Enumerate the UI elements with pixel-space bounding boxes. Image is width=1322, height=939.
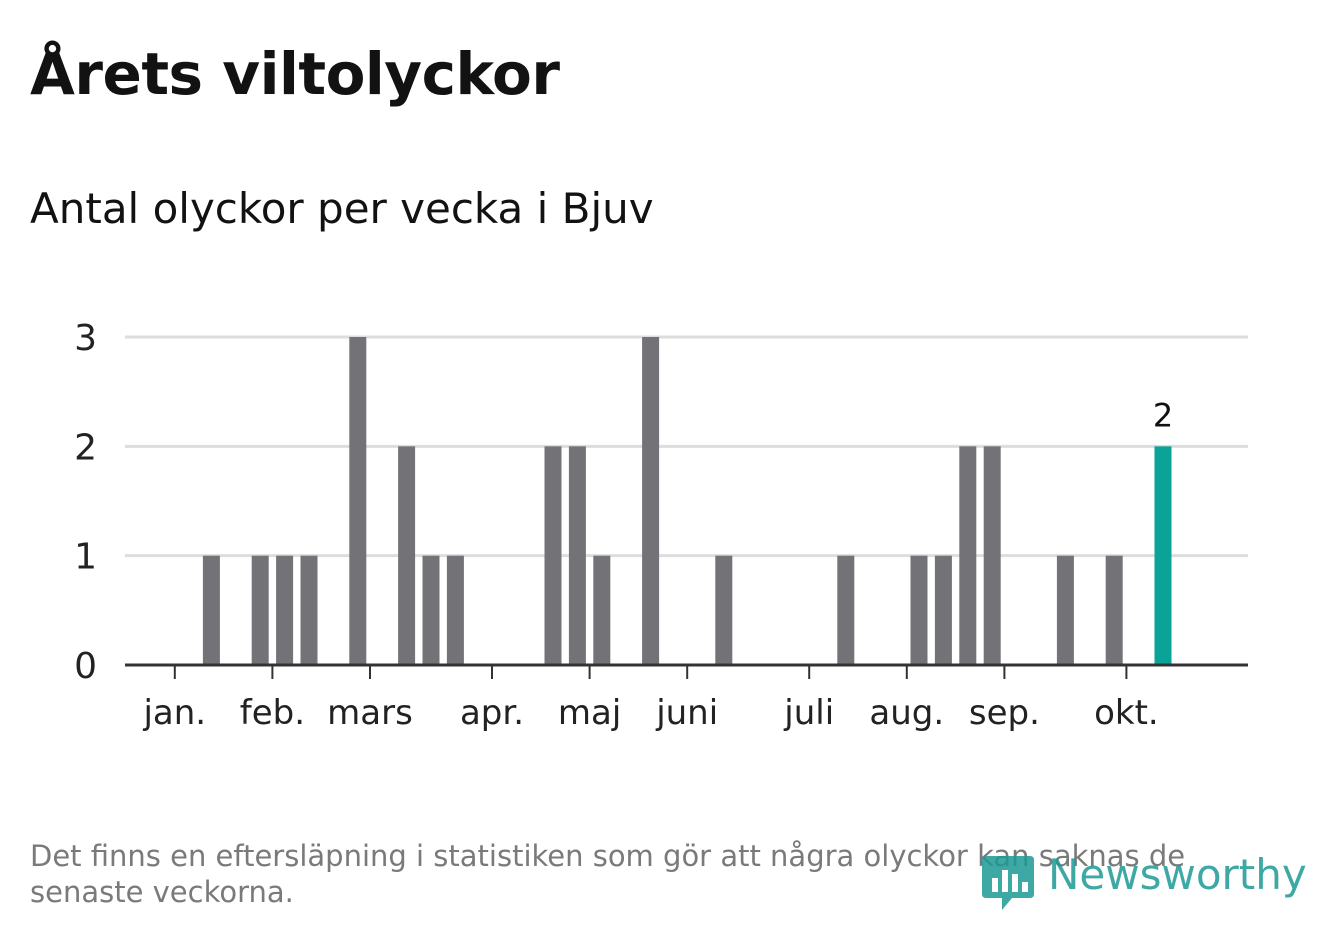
data-labels: 2 [1153, 396, 1173, 434]
bar [202, 555, 220, 665]
bar [251, 555, 269, 665]
bar [959, 446, 977, 665]
newsworthy-logo: Newsworthy [980, 850, 1307, 914]
bar [934, 555, 952, 665]
bar [422, 555, 440, 665]
x-tick-label: aug. [869, 693, 944, 733]
x-tick-label: juli [783, 693, 834, 733]
bar [398, 446, 416, 665]
x-tick-label: jan. [142, 693, 206, 733]
bar-chart: 0 1 2 3 jan. feb. mars apr. maj juni juli aug. sep.… [74, 318, 1248, 733]
bar [446, 555, 464, 665]
bar-highlight [1154, 446, 1172, 665]
x-axis-tick-labels: jan. feb. mars apr. maj juni juli aug. sep. okt. [142, 693, 1158, 733]
bar [1056, 555, 1074, 665]
x-tick-label: sep. [969, 693, 1040, 733]
x-tick-label: okt. [1094, 693, 1159, 733]
x-tick-label: feb. [240, 693, 305, 733]
chart-title: Årets viltolyckor [30, 40, 560, 108]
bar [593, 555, 611, 665]
data-label: 2 [1153, 396, 1173, 434]
bar [568, 446, 586, 665]
x-tick-label: maj [558, 693, 621, 733]
bar [300, 555, 318, 665]
bar [837, 555, 855, 665]
y-tick-label: 1 [74, 537, 97, 578]
y-tick-label: 3 [74, 318, 97, 359]
x-axis [125, 663, 1248, 679]
bar [715, 555, 733, 665]
bar [1105, 555, 1123, 665]
bar [349, 337, 367, 665]
brand-name: Newsworthy [1048, 850, 1307, 899]
bar-chart-speech-bubble-icon [982, 856, 1034, 910]
x-tick-label: apr. [460, 693, 524, 733]
chart-subtitle: Antal olyckor per vecka i Bjuv [30, 184, 654, 233]
bar [276, 555, 294, 665]
grid-lines [125, 335, 1248, 558]
bars [202, 337, 1172, 665]
x-tick-label: juni [655, 693, 718, 733]
bar [910, 555, 928, 665]
y-axis-tick-labels: 0 1 2 3 [74, 318, 97, 687]
bar [642, 337, 660, 665]
bar [544, 446, 562, 665]
y-tick-label: 0 [74, 646, 97, 687]
bar [983, 446, 1001, 665]
y-tick-label: 2 [74, 427, 97, 468]
x-tick-label: mars [327, 693, 413, 733]
